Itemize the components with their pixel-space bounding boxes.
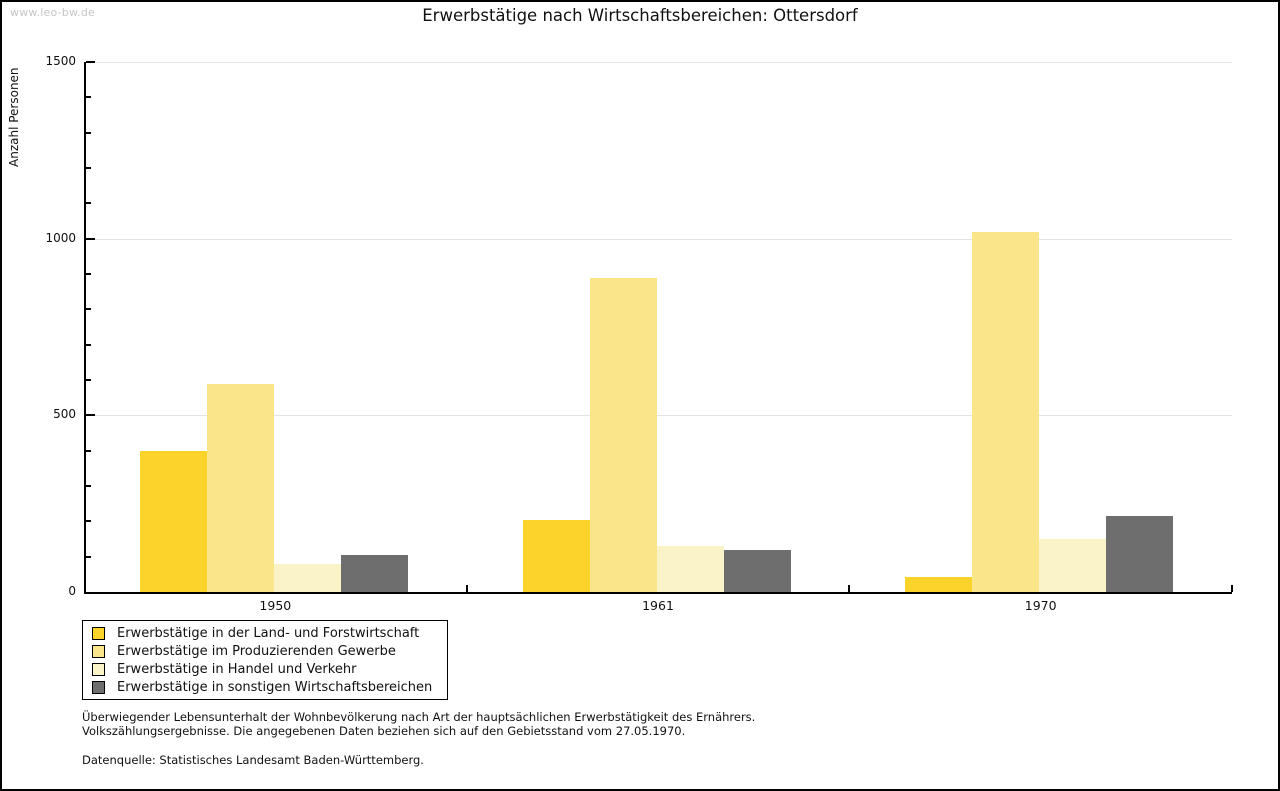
legend-item-4: Erwerbstätige in sonstigen Wirtschaftsbe…	[83, 678, 447, 696]
bar-1970-series-2	[972, 231, 1040, 592]
bar-1970-series-4	[1106, 516, 1174, 592]
legend: Erwerbstätige in der Land- und Forstwirt…	[82, 620, 448, 700]
legend-item-2: Erwerbstätige im Produzierenden Gewerbe	[83, 642, 447, 660]
legend-label: Erwerbstätige in sonstigen Wirtschaftsbe…	[117, 679, 433, 695]
x-axis-line	[84, 592, 1232, 594]
y-tick-100	[86, 555, 91, 558]
x-tick-2	[848, 585, 850, 592]
gridline-500	[84, 415, 1232, 417]
watermark: www.leo-bw.de	[10, 6, 96, 19]
legend-item-1: Erwerbstätige in der Land- und Forstwirt…	[83, 624, 447, 642]
y-axis-line	[84, 62, 86, 592]
y-tick-label-0: 0	[68, 584, 76, 598]
footnotes: Überwiegender Lebensunterhalt der Wohnbe…	[82, 710, 756, 768]
bar-1950-series-1	[140, 450, 207, 592]
y-tick-300	[86, 485, 91, 487]
gridline-1000	[84, 238, 1232, 240]
legend-label: Erwerbstätige in Handel und Verkehr	[117, 661, 357, 677]
y-tick-600	[86, 379, 91, 381]
bar-1970-series-1	[905, 577, 973, 592]
legend-swatch-icon	[92, 680, 105, 694]
bar-1950-series-4	[341, 554, 408, 592]
y-tick-label-500: 500	[53, 407, 76, 422]
y-tick-800	[86, 308, 91, 311]
y-tick-label-1500: 1500	[45, 54, 76, 68]
bar-1961-series-4	[723, 550, 791, 592]
legend-swatch-icon	[92, 626, 105, 640]
bar-1970-series-3	[1039, 539, 1107, 592]
y-tick-400	[86, 449, 91, 452]
legend-label: Erwerbstätige im Produzierenden Gewerbe	[117, 643, 396, 659]
legend-label: Erwerbstätige in der Land- und Forstwirt…	[117, 625, 420, 641]
x-tick-1	[466, 585, 468, 592]
y-tick-1400	[86, 96, 91, 99]
legend-swatch-icon	[92, 662, 105, 676]
bar-1961-series-2	[589, 277, 657, 592]
y-tick-500	[86, 414, 95, 417]
legend-swatch-icon	[92, 644, 105, 658]
footnote-line-1: Überwiegender Lebensunterhalt der Wohnbe…	[82, 710, 756, 724]
y-tick-1200	[86, 167, 91, 169]
y-tick-700	[86, 343, 91, 346]
y-tick-1500	[86, 61, 95, 63]
x-category-label-1961: 1961	[642, 598, 674, 613]
x-tick-3	[1231, 585, 1233, 592]
bar-1950-series-2	[207, 383, 274, 592]
y-tick-1300	[86, 131, 91, 134]
bar-1961-series-1	[522, 519, 590, 592]
x-category-label-1970: 1970	[1024, 598, 1057, 613]
y-tick-200	[86, 520, 91, 523]
legend-item-3: Erwerbstätige in Handel und Verkehr	[83, 660, 447, 678]
y-tick-900	[86, 273, 91, 275]
page-title: Erwerbstätige nach Wirtschaftsbereichen:…	[422, 6, 858, 25]
y-tick-label-1000: 1000	[45, 230, 76, 245]
plot-area: 1950 1961 1970 0 500 1000 1500	[45, 54, 1233, 613]
footnote-line-2: Volkszählungsergebnisse. Die angegebenen…	[82, 723, 686, 738]
bar-1950-series-3	[274, 563, 341, 592]
x-category-label-1950: 1950	[259, 598, 292, 613]
y-tick-1100	[86, 202, 91, 205]
bar-1961-series-3	[656, 546, 724, 592]
data-source-line: Datenquelle: Statistisches Landesamt Bad…	[82, 753, 424, 767]
gridline-1500	[84, 62, 1232, 63]
y-axis-label: Anzahl Personen	[7, 67, 21, 167]
y-tick-1000	[86, 237, 95, 240]
